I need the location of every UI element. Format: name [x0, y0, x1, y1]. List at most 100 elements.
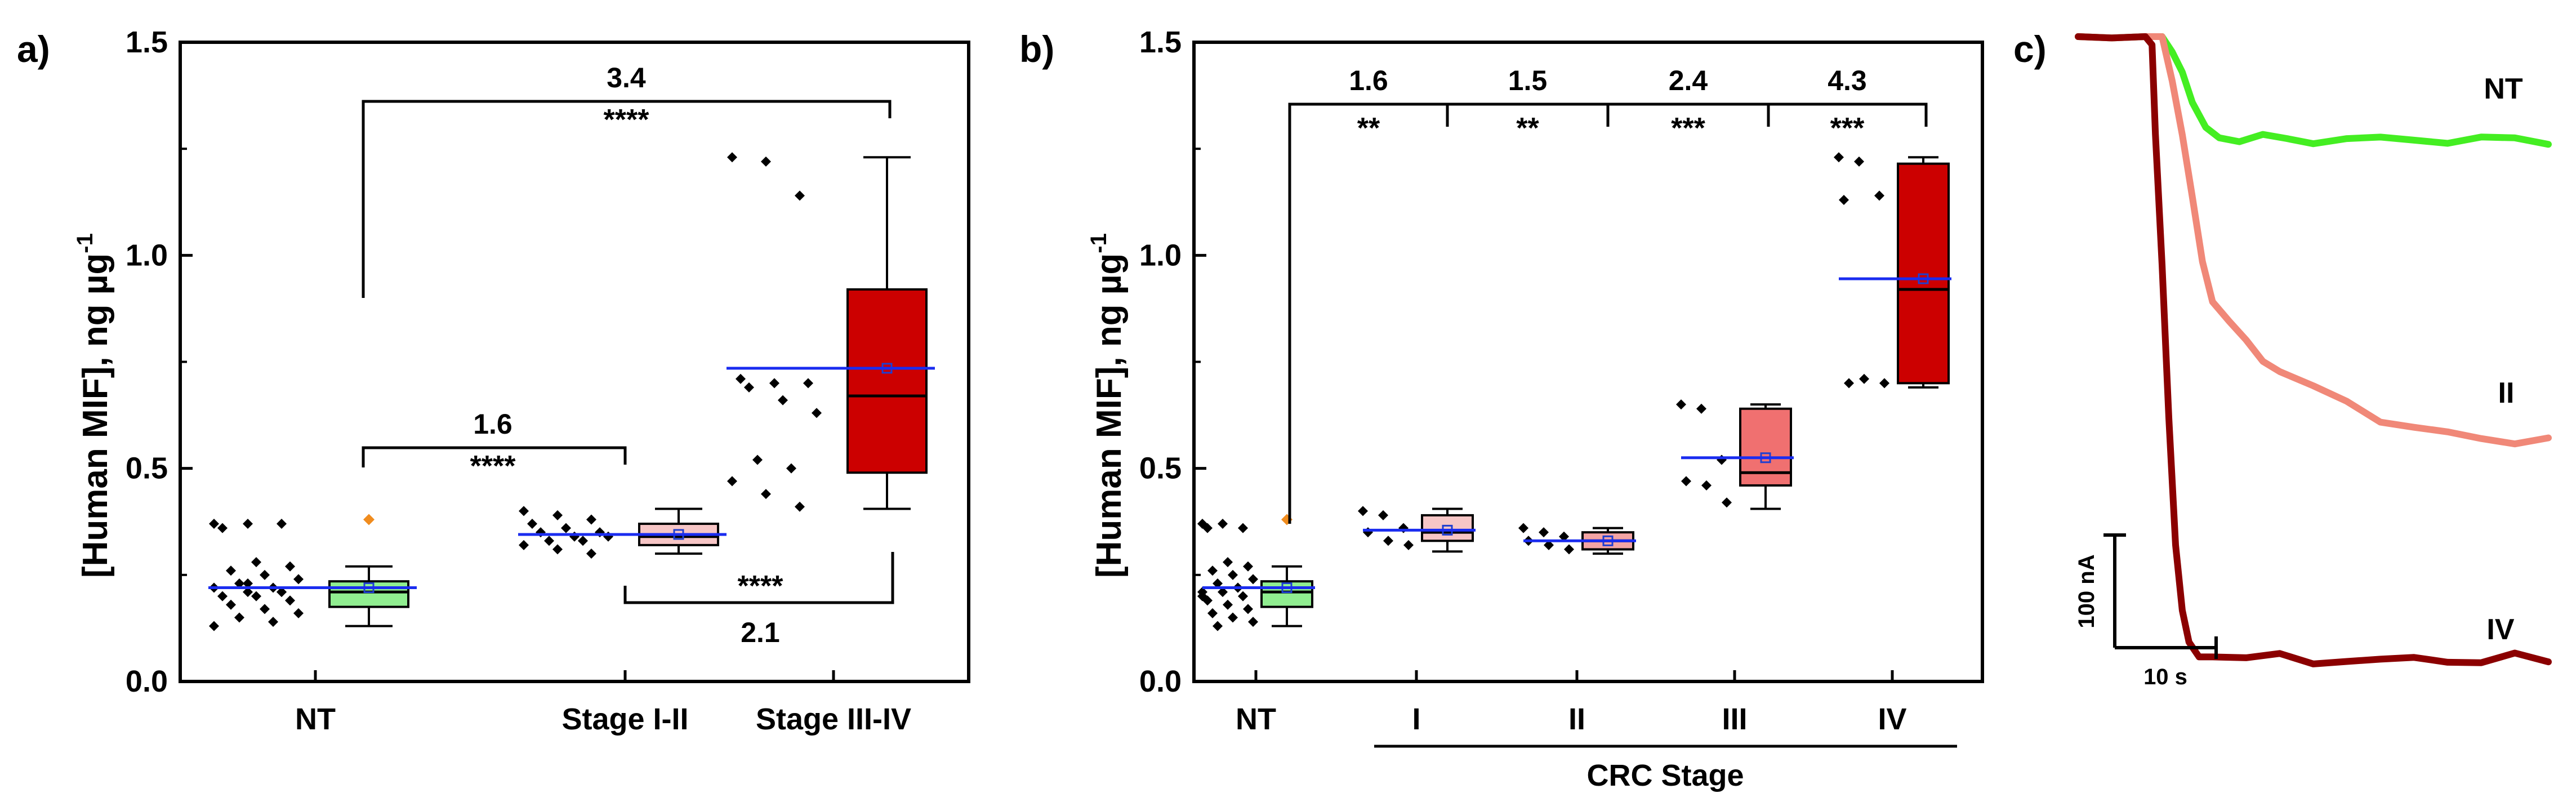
data-point — [752, 454, 763, 465]
panel-c-trace-labels: NT II IV — [2484, 73, 2523, 646]
data-point — [243, 519, 253, 529]
data-point — [795, 190, 805, 201]
panel-b-letter: b) — [1019, 28, 1054, 70]
x-category-label: NT — [1236, 702, 1276, 736]
y-tick-label: 1.5 — [126, 25, 168, 59]
data-point — [736, 373, 746, 384]
panel-b-y-axis-title: [Human MIF], ng µg-1 — [1086, 233, 1129, 578]
data-point — [519, 506, 529, 516]
x-category-label: Stage III-IV — [756, 702, 911, 736]
box — [1260, 580, 1313, 608]
data-point — [1874, 190, 1884, 201]
data-point — [586, 549, 596, 559]
x-category-label: IV — [1878, 702, 1906, 736]
panel-b-x-labels: NT I II III IV — [1236, 670, 1907, 736]
significance-label: *** — [1830, 112, 1865, 145]
data-point — [1197, 591, 1207, 601]
y-tick-label: 0.5 — [1139, 452, 1182, 485]
data-point — [1854, 156, 1864, 167]
data-point — [1228, 569, 1238, 580]
panel-a-groups — [208, 152, 935, 631]
data-point — [1879, 378, 1889, 389]
data-point — [226, 599, 236, 610]
data-point — [1544, 540, 1554, 550]
y-tick-label: 0.0 — [126, 665, 168, 698]
box — [846, 288, 928, 474]
data-point — [1844, 378, 1854, 389]
data-point — [536, 527, 546, 538]
trace-label-ii: II — [2498, 377, 2515, 409]
data-point — [1701, 480, 1712, 491]
fold-change-label: 1.6 — [1349, 65, 1388, 96]
data-point — [1383, 536, 1393, 546]
data-point — [1722, 497, 1732, 508]
scale-bar-time-label: 10 s — [2143, 665, 2187, 689]
data-point — [1213, 621, 1223, 631]
data-point — [260, 604, 270, 614]
fold-change-label: 2.1 — [741, 617, 780, 648]
box — [1421, 514, 1474, 542]
data-point — [217, 591, 228, 601]
fold-change-label: 3.4 — [607, 62, 646, 93]
data-point — [1202, 523, 1213, 533]
group-stage-iii-iv — [727, 152, 935, 512]
panel-c: c) NT II IV 100 nA 10 s — [2013, 28, 2552, 689]
data-point — [803, 378, 813, 389]
scale-bar-current-label: 100 nA — [2074, 554, 2099, 628]
data-point — [1358, 506, 1368, 516]
panel-a-y-axis-title: [Human MIF], ng µg-1 — [73, 233, 115, 578]
data-point — [1403, 540, 1414, 550]
data-point — [1559, 531, 1569, 542]
panel-a-y-axis-title-text: [Human MIF], ng µg-1 — [73, 233, 115, 578]
bracket-nt-stage-iii-iv — [362, 100, 892, 298]
bracket-stage-i-ii-stage-iii-iv — [623, 552, 894, 604]
panel-b-y-ticks: 0.0 0.5 1.0 1.5 — [1139, 25, 1206, 698]
data-point — [217, 523, 228, 533]
data-point — [761, 156, 771, 167]
trace-iv — [2075, 33, 2552, 667]
data-point — [744, 382, 754, 393]
data-point — [578, 536, 588, 546]
significance-label: ** — [1516, 112, 1539, 145]
data-point — [209, 519, 219, 529]
data-point — [1539, 527, 1549, 538]
trace-nt — [2075, 33, 2552, 148]
panel-a-brackets: 3.4 **** 1.6 **** 2.1 **** — [362, 62, 894, 648]
panel-a: a) [Human MIF], ng µg-1 0.0 0.5 1.0 1.5 NT S… — [17, 25, 970, 736]
data-point — [1564, 544, 1574, 555]
data-point — [260, 569, 270, 580]
data-point — [778, 395, 788, 406]
data-point — [727, 476, 737, 487]
panel-a-letter: a) — [17, 28, 50, 70]
data-point — [1248, 574, 1258, 585]
x-category-label: III — [1722, 702, 1747, 736]
data-point — [727, 152, 737, 163]
data-point — [285, 595, 295, 606]
fold-change-label: 2.4 — [1669, 65, 1708, 96]
group-i — [1358, 506, 1476, 553]
data-point — [1243, 604, 1253, 614]
data-point — [293, 574, 304, 585]
box — [328, 580, 409, 608]
data-point — [1717, 454, 1727, 465]
data-point — [277, 519, 287, 529]
data-point — [1223, 599, 1233, 610]
y-tick-label: 0.0 — [1139, 665, 1182, 698]
data-point — [1207, 608, 1218, 618]
significance-label: **** — [470, 450, 516, 483]
y-tick-label: 1.0 — [1139, 238, 1182, 272]
group-iv — [1834, 152, 1951, 389]
data-point — [1243, 561, 1253, 572]
panel-c-scale-bar: 100 nA 10 s — [2074, 533, 2218, 689]
significance-label: ** — [1357, 112, 1380, 145]
group-ii — [1518, 523, 1636, 555]
data-point — [552, 510, 563, 520]
data-point — [1223, 557, 1233, 568]
x-category-label: NT — [295, 702, 336, 736]
data-point — [209, 621, 219, 631]
group-iii — [1676, 399, 1794, 510]
panel-b-brackets: 1.6 ** 1.5 ** 2.4 *** 4.3 *** — [1288, 65, 1928, 524]
y-tick-label: 1.0 — [126, 238, 168, 272]
group-nt — [1197, 514, 1315, 631]
